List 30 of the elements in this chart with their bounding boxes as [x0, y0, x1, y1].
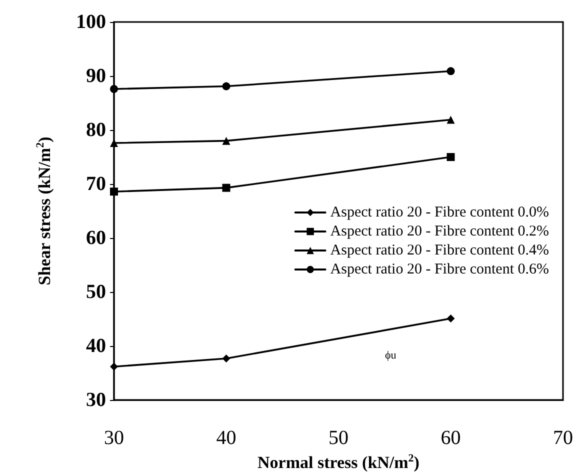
x-tick-label: 60 [440, 427, 461, 450]
point [446, 116, 455, 124]
point [446, 314, 455, 323]
annotation: ϕu [385, 350, 397, 362]
point [446, 153, 455, 162]
legend-label: Aspect ratio 20 - Fibre content 0.2% [330, 224, 550, 240]
point [222, 136, 230, 145]
point [222, 354, 230, 363]
x-tick-label: 50 [328, 427, 348, 450]
x-tick-label: 40 [216, 427, 236, 450]
point [110, 84, 118, 93]
x-tick-label: 30 [104, 427, 124, 450]
y-tick-label: 100 [76, 11, 106, 33]
point [222, 82, 230, 90]
legend-label: Aspect ratio 20 - Fibre content 0.6% [330, 262, 550, 278]
x-tick-label: 70 [553, 427, 573, 450]
y-tick-label: 60 [86, 227, 106, 250]
y-tick-label: 90 [86, 65, 106, 88]
legend-label: Aspect ratio 20 - Fibre content 0.4% [330, 242, 550, 258]
legend-label: Aspect ratio 20 - Fibre content 0.0% [330, 204, 550, 220]
point [110, 362, 118, 371]
y-axis-title: Shear stress (kN/m2) [34, 136, 54, 286]
point [222, 184, 230, 192]
y-tick-label: 30 [86, 389, 106, 412]
y-tick-label: 50 [86, 281, 106, 304]
y-tick-label: 70 [86, 173, 106, 196]
y-tick-label: 80 [86, 119, 106, 142]
y-tick-label: 40 [86, 335, 106, 358]
point [446, 67, 455, 76]
point [110, 188, 118, 196]
